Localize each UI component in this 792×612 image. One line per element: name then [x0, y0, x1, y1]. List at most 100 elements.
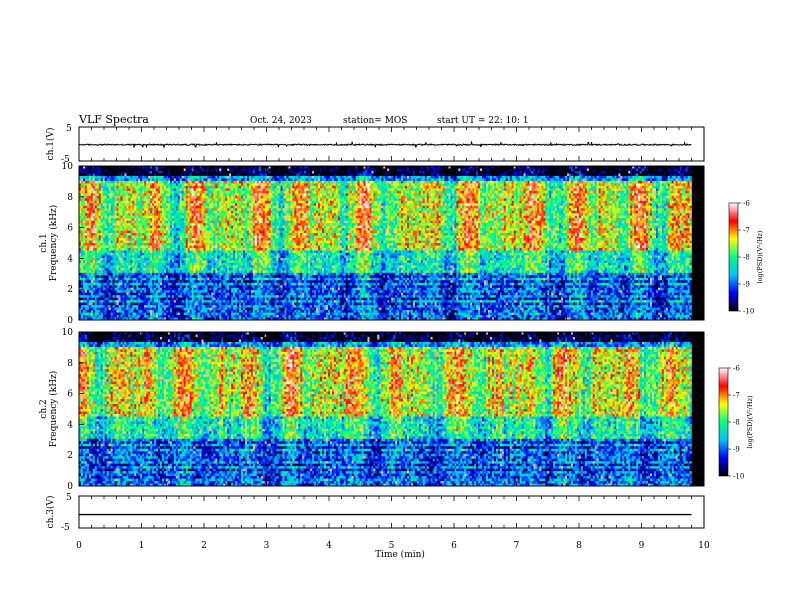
spectrogram-cell	[114, 230, 117, 234]
spectrogram-cell	[173, 305, 177, 308]
spectrogram-cell	[120, 190, 123, 194]
spectrogram-cell	[158, 195, 161, 199]
spectrogram-cell	[80, 218, 84, 221]
spectrogram-cell	[84, 247, 88, 251]
spectrogram-cell	[193, 312, 196, 316]
spectrogram-cell	[215, 168, 218, 172]
spectrogram-cell	[211, 262, 214, 266]
spectrogram-cell	[163, 170, 167, 174]
spectrogram-cell	[152, 238, 155, 241]
spectrogram-cell	[203, 252, 206, 256]
spectrogram-cell	[171, 235, 175, 239]
spectrogram-cell	[128, 315, 131, 318]
spectrogram-cell	[199, 233, 202, 236]
spectrogram-cell	[118, 235, 121, 239]
spectrogram-cell	[106, 255, 109, 259]
spectrogram-cell	[183, 200, 186, 204]
spectrogram-cell	[173, 292, 177, 296]
spectrogram-cell	[165, 265, 169, 269]
spectrogram-cell	[169, 215, 173, 219]
spectrogram-cell	[163, 200, 167, 204]
spectrogram-cell	[179, 168, 183, 172]
spectrogram-cell	[181, 255, 185, 259]
spectrogram-cell	[86, 215, 90, 219]
spectrogram-cell	[189, 295, 192, 298]
spectrogram-cell	[167, 230, 171, 234]
spectrogram-cell	[189, 243, 192, 246]
spectrogram-cell	[128, 260, 131, 264]
spectrogram-cell	[152, 290, 155, 293]
spectrogram-cell	[231, 277, 234, 281]
spectrogram-cell	[110, 215, 113, 219]
spectrogram-cell	[215, 277, 218, 281]
spectrogram-cell	[195, 265, 198, 269]
spectrogram-cell	[193, 290, 196, 293]
spectrogram-cell	[167, 282, 171, 286]
spectrogram-cell	[148, 252, 151, 256]
spectrogram-cell	[154, 190, 157, 194]
spectrogram-cell	[150, 252, 153, 256]
spectrogram-cell	[223, 250, 226, 254]
spectrogram-cell	[167, 317, 171, 321]
spectrogram-cell	[118, 173, 121, 177]
spectrogram-cell	[92, 317, 96, 321]
spectrogram-cell	[185, 225, 188, 229]
spectrogram-cell	[90, 210, 94, 214]
spectrogram-cell	[205, 252, 208, 256]
spectrogram-cell	[167, 287, 171, 291]
spectrogram-cell	[163, 292, 167, 296]
spectrogram-cell	[193, 297, 196, 301]
spectrogram-cell	[80, 262, 84, 266]
spectrogram-cell	[116, 210, 119, 214]
spectrogram-cell	[167, 310, 171, 313]
spectrogram-cell	[98, 173, 102, 177]
spectrogram-cell	[132, 255, 135, 259]
spectrogram-cell	[130, 292, 133, 296]
spectrogram-cell	[126, 215, 129, 219]
spectrogram-cell	[205, 300, 208, 303]
spectrogram-cell	[144, 240, 147, 244]
spectrogram-cell	[102, 208, 105, 212]
spectrogram-cell	[92, 210, 96, 214]
spectrogram-cell	[150, 198, 153, 202]
spectrogram-cell	[215, 292, 218, 296]
spectrogram-cell	[106, 260, 109, 264]
spectrogram-cell	[189, 188, 192, 192]
spectrogram-cell	[144, 195, 147, 199]
spectrogram-cell	[199, 170, 202, 174]
spectrogram-cell	[150, 223, 153, 226]
spectrogram-cell	[223, 200, 226, 204]
spectrogram-cell	[124, 270, 127, 274]
spectrogram-cell	[154, 312, 157, 316]
spectrogram-cell	[112, 285, 115, 289]
spectrogram-cell	[213, 250, 216, 254]
spectrogram-cell	[84, 277, 88, 281]
spectrogram-cell	[207, 265, 210, 269]
spectrogram-cell	[191, 297, 194, 301]
spectrogram-cell	[233, 228, 236, 231]
spectrogram-cell	[142, 290, 145, 293]
spectrogram-cell	[108, 175, 111, 179]
spectrogram-cell	[181, 218, 185, 221]
spectrogram-cell	[203, 200, 206, 204]
spectrogram-cell	[110, 220, 113, 224]
spectrogram-cell	[156, 180, 159, 184]
spectrogram-cell	[233, 238, 236, 241]
spectrogram-cell	[132, 310, 135, 313]
spectrogram-cell	[102, 275, 105, 279]
spectrogram-cell	[154, 272, 157, 276]
spectrogram-cell	[173, 175, 177, 179]
spectrogram-cell	[179, 225, 183, 229]
spectrogram-cell	[120, 183, 123, 187]
spectrogram-cell	[169, 208, 173, 212]
spectrogram-cell	[209, 188, 212, 192]
spectrogram-cell	[108, 260, 111, 264]
spectrogram-cell	[233, 245, 236, 249]
spectrogram-cell	[144, 300, 147, 303]
spectrogram-cell	[124, 205, 127, 209]
spectrogram-cell	[189, 307, 192, 311]
spectrogram-cell	[215, 252, 218, 256]
spectrogram-cell	[201, 260, 204, 264]
spectrogram-cell	[165, 233, 169, 236]
spectrogram-cell	[177, 312, 181, 316]
